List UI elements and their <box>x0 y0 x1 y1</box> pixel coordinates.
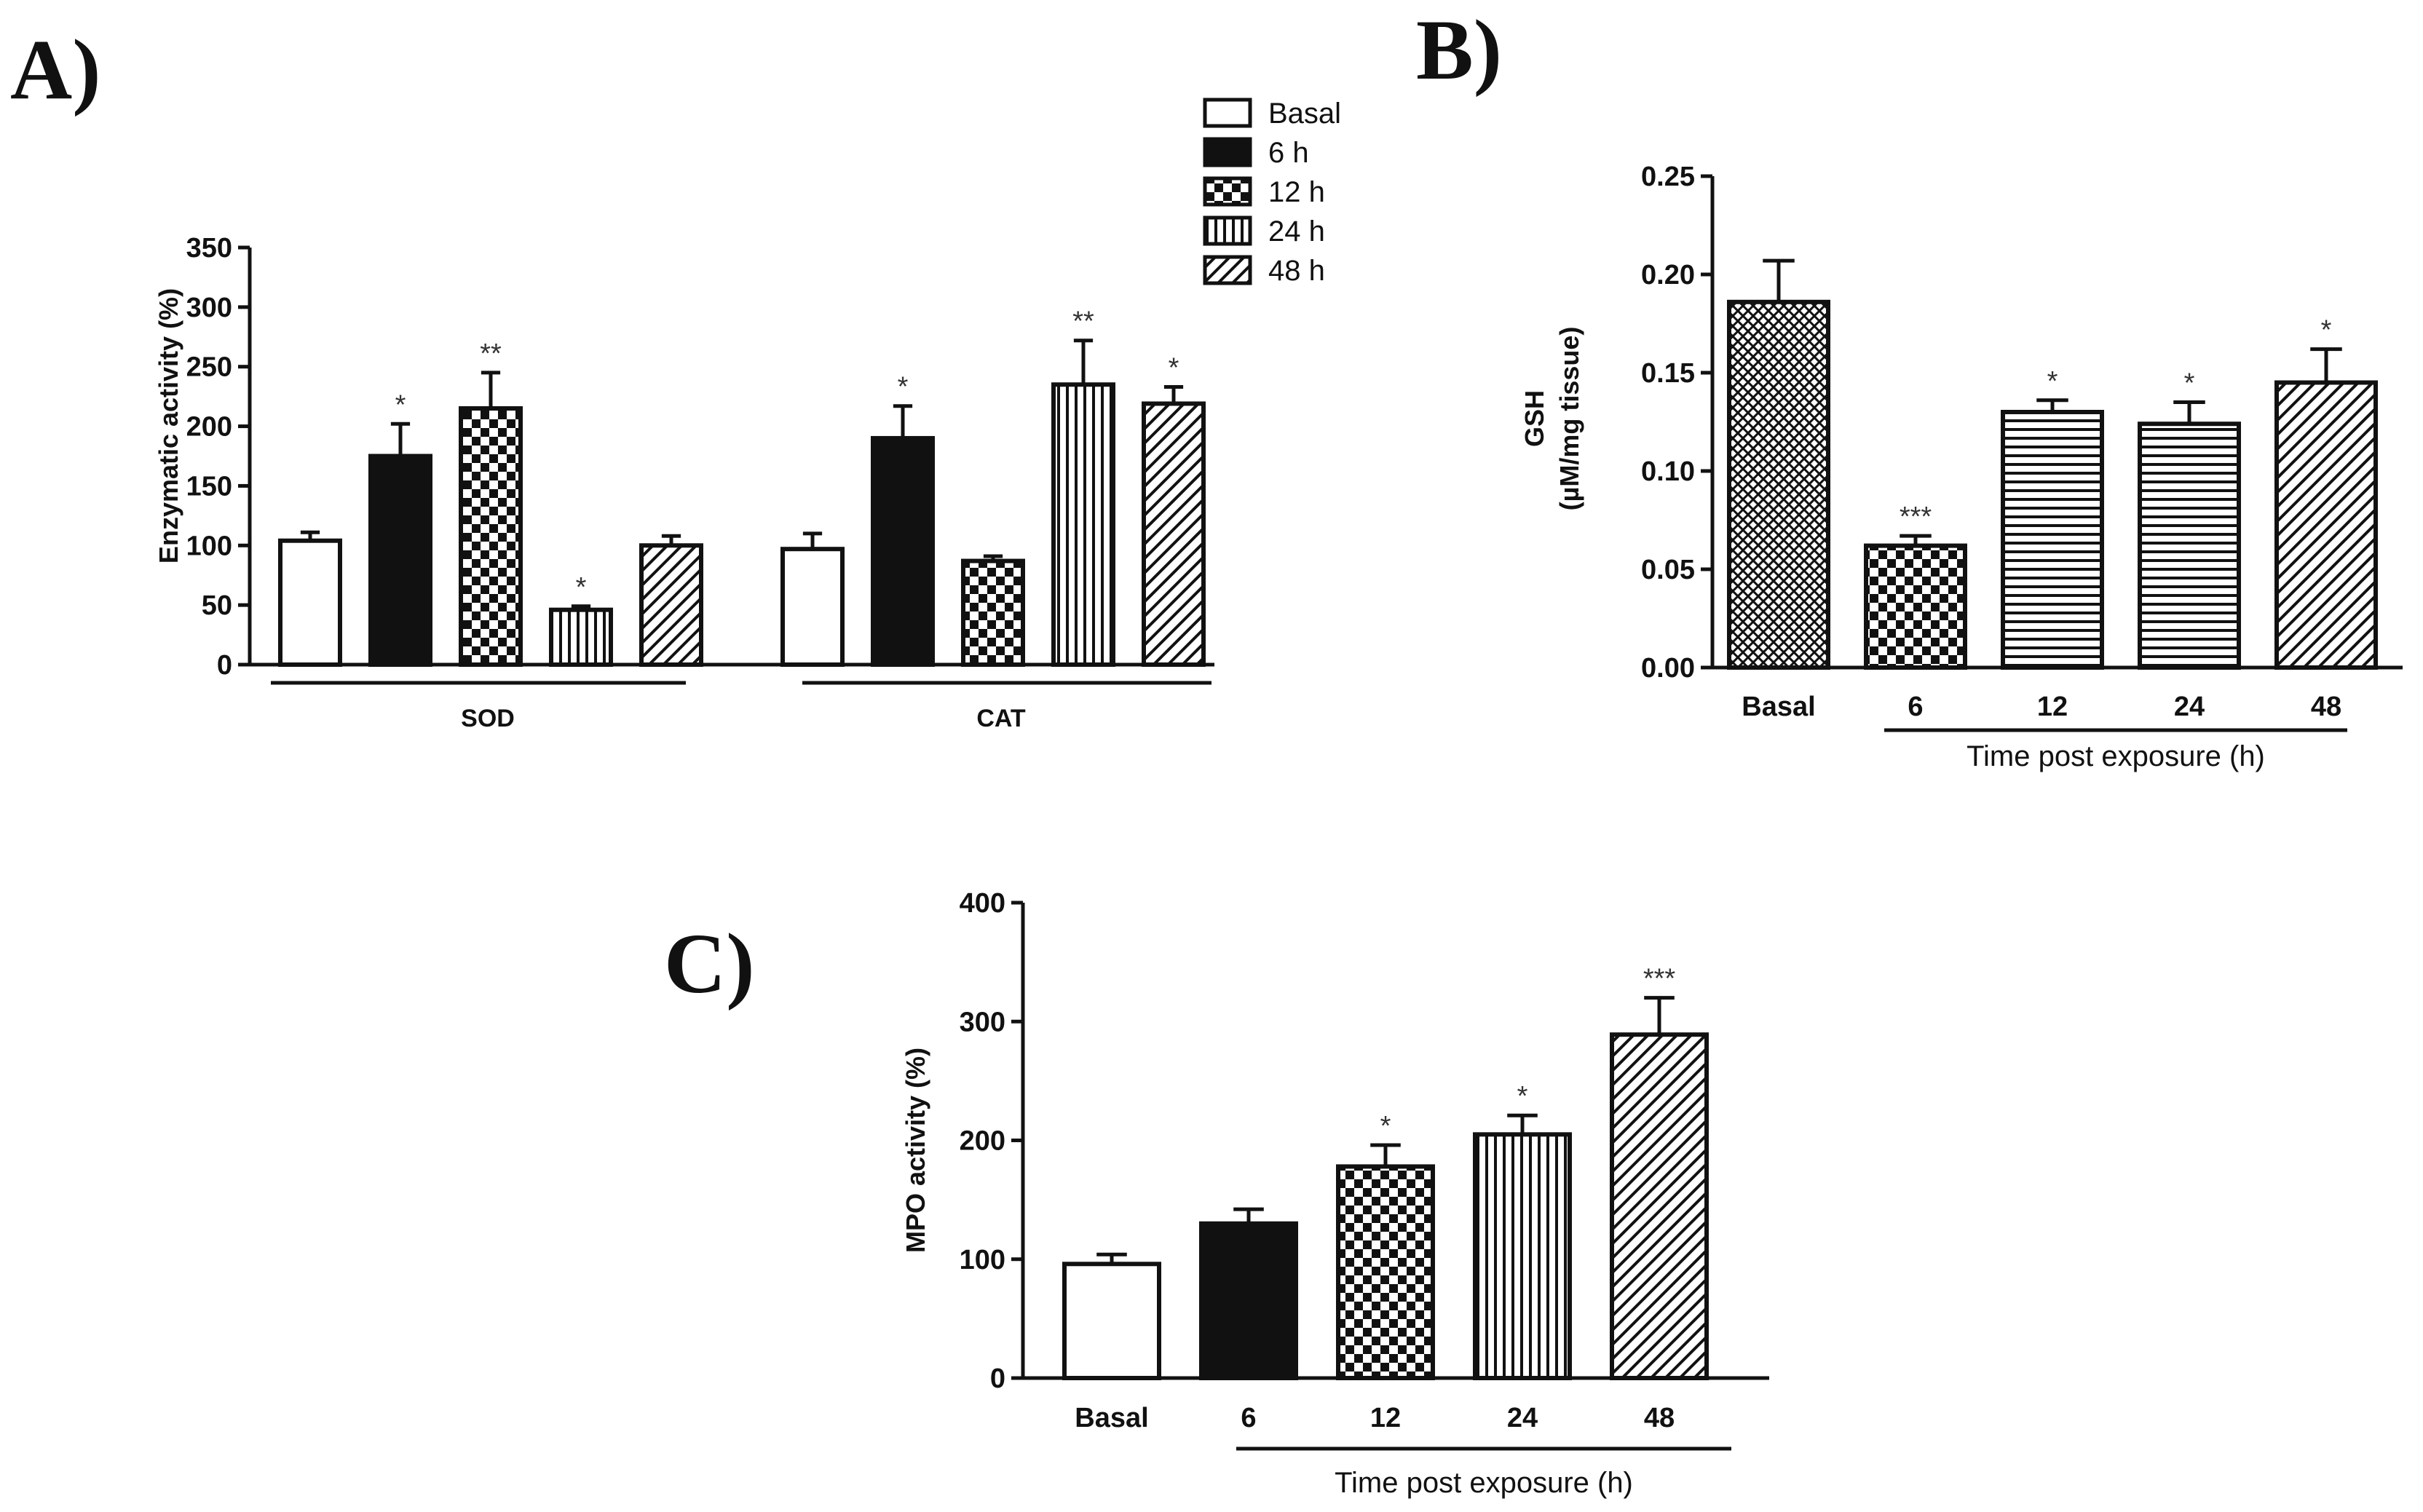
panel-c-x-tick-label: Basal <box>1075 1403 1148 1433</box>
panel-a-bars: ******** <box>278 306 1206 667</box>
panel-a-groups: SOD CAT <box>271 681 1212 732</box>
panel-a-cat-bar <box>1051 382 1115 667</box>
panel-c-bar <box>1610 1032 1709 1381</box>
legend-label: 12 h <box>1268 176 1325 208</box>
panel-c-bar <box>1062 1262 1161 1381</box>
legend-swatch <box>1203 255 1252 285</box>
panel-b: B) GSH (µM/mg tissue) 0.00 0.05 0.10 0.15 0.… <box>1416 2 2403 772</box>
panel-b-x-tick-label: 12 <box>2037 692 2068 722</box>
panel-c-x-tick-label: 6 <box>1241 1403 1256 1433</box>
panel-b-bar <box>2138 421 2241 670</box>
panel-b-significance: * <box>2184 368 2195 399</box>
panel-c-x-tick-label: 24 <box>1507 1403 1538 1433</box>
panel-a-cat-significance: * <box>898 372 909 403</box>
panel-c-bar <box>1473 1132 1572 1381</box>
panel-c-y-axis-title: MPO activity (%) <box>901 1048 930 1253</box>
panel-a-legend: Basal 6 h 12 h 24 h 48 h <box>1203 98 1341 287</box>
legend-label: Basal <box>1268 98 1341 130</box>
panel-a-cat-significance: * <box>1169 353 1179 384</box>
group-label-sod: SOD <box>461 705 515 732</box>
panel-a-sod-significance: * <box>395 389 406 420</box>
panel-a-sod-bar <box>549 607 613 667</box>
panel-b-bars: Basal *** 6 * 12 * 24 * 48 <box>1727 258 2378 722</box>
panel-a-y-axis-title: Enzymatic activity (%) <box>154 288 183 563</box>
panel-c-y-tick-label: 100 <box>960 1245 1005 1275</box>
panel-a-sod-significance: * <box>576 572 587 603</box>
legend-swatch <box>1203 215 1252 246</box>
panel-c-significance: * <box>1380 1111 1391 1141</box>
panel-a-sod-bar <box>368 454 432 667</box>
panel-a-y-tick-label: 300 <box>186 293 232 323</box>
panel-b-letter: B) <box>1416 2 1502 98</box>
panel-a-cat-bar <box>961 558 1025 667</box>
panel-b-bar <box>2001 410 2104 670</box>
panel-c-y-tick-label: 0 <box>990 1363 1005 1394</box>
panel-a-y-tick-label: 100 <box>186 531 232 561</box>
panel-a-letter: A) <box>10 22 101 117</box>
legend-label: 6 h <box>1268 137 1309 169</box>
group-label-cat: CAT <box>976 705 1026 732</box>
panel-a-cat-bar <box>780 547 845 667</box>
panel-b-x-tick-label: 6 <box>1908 692 1923 722</box>
panel-b-y-tick-label: 0.05 <box>1641 555 1695 585</box>
panel-b-bar <box>1864 543 1967 670</box>
panel-c-bars: Basal 6 * 12 * 24 *** 48 <box>1062 964 1709 1433</box>
panel-b-y-tick-label: 0.10 <box>1641 456 1695 487</box>
panel-a-cat-significance: ** <box>1072 306 1094 337</box>
panel-c-x-axis-title: Time post exposure (h) <box>1335 1467 1633 1499</box>
panel-b-significance: * <box>2047 366 2058 397</box>
panel-c-x-tick-label: 48 <box>1644 1403 1675 1433</box>
panel-b-significance: * <box>2321 315 2332 346</box>
panel-c-x-tick-label: 12 <box>1370 1403 1401 1433</box>
panel-c-y-tick-label: 200 <box>960 1126 1005 1157</box>
panel-a-sod-bar <box>278 538 342 667</box>
panel-c-bar <box>1336 1164 1435 1381</box>
panel-b-y-axis-title-line1: GSH <box>1519 390 1549 447</box>
panel-b-significance: *** <box>1900 502 1932 532</box>
panel-b-y-tick-label: 0.25 <box>1641 162 1695 192</box>
panel-a-sod-significance: ** <box>480 339 502 369</box>
panel-a-y-tick-label: 50 <box>202 590 232 621</box>
panel-c-letter: C) <box>664 916 755 1011</box>
panel-b-y-tick-label: 0.20 <box>1641 260 1695 290</box>
panel-a-sod-bar <box>459 406 523 667</box>
panel-c-y-tick-label: 400 <box>960 888 1005 919</box>
panel-a-y-tick-label: 150 <box>186 471 232 502</box>
panel-b-bar <box>1727 299 1830 670</box>
panel-b-y-tick-label: 0.15 <box>1641 358 1695 389</box>
legend-label: 24 h <box>1268 215 1325 248</box>
panel-c: C) MPO activity (%) 0 100 200 300 400 Basal 6… <box>664 888 1769 1499</box>
panel-a-cat-bar <box>871 435 935 667</box>
panel-a-y-tick-label: 0 <box>217 650 232 681</box>
panel-b-x-tick-label: 24 <box>2174 692 2205 722</box>
panel-b-bar <box>2274 380 2378 670</box>
panel-c-bar <box>1199 1221 1298 1381</box>
panel-a-cat-bar <box>1142 401 1206 667</box>
panel-a-sod-bar <box>639 543 703 667</box>
panel-b-y-tick-label: 0.00 <box>1641 653 1695 684</box>
legend-label: 48 h <box>1268 255 1325 287</box>
panel-c-significance: * <box>1517 1081 1528 1112</box>
panel-b-x-tick-label: Basal <box>1742 692 1815 722</box>
legend-swatch <box>1203 98 1252 128</box>
panel-a-y-tick-label: 350 <box>186 233 232 264</box>
panel-b-x-axis-title: Time post exposure (h) <box>1967 740 2265 772</box>
legend-swatch <box>1203 137 1252 167</box>
panel-a-y-tick-label: 200 <box>186 412 232 443</box>
panel-a: A) Enzymatic activity (%) 0 50 100 150 200 25… <box>10 22 1341 732</box>
panel-b-x-tick-label: 48 <box>2311 692 2341 722</box>
panel-a-y-tick-label: 250 <box>186 352 232 383</box>
panel-c-y-tick-label: 300 <box>960 1007 1005 1037</box>
panel-b-y-axis-title-line2: (µM/mg tissue) <box>1554 327 1584 511</box>
legend-swatch <box>1203 176 1252 207</box>
panel-c-significance: *** <box>1643 964 1676 994</box>
